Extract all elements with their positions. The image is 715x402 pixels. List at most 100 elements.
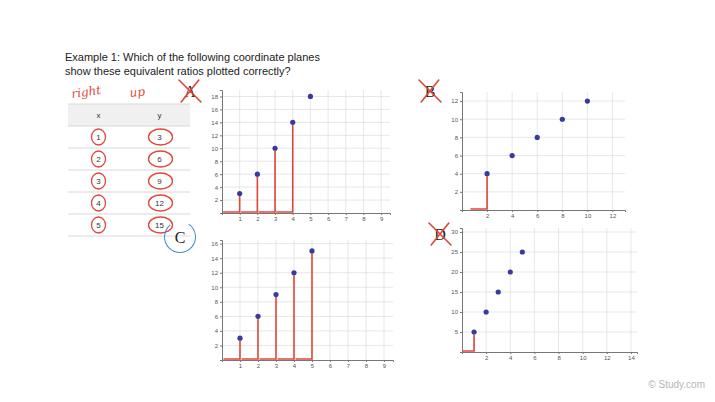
x-tick: 2 [256, 213, 260, 222]
x-tick: 8 [362, 213, 366, 222]
chart: 2468101224681012 [451, 92, 625, 219]
ink-circle [92, 129, 106, 145]
x-tick-label: 9 [380, 216, 384, 222]
x-grid-line [345, 90, 346, 213]
chart-title: C [175, 229, 186, 246]
point [508, 269, 513, 274]
y-tick: 14 [211, 256, 222, 262]
y-tick-mark [460, 332, 462, 333]
y-tick: 6 [455, 153, 462, 159]
ink-trace [224, 197, 240, 212]
y-tick-label: 2 [215, 197, 219, 203]
x-tick-label: 2 [256, 216, 260, 222]
y-grid-line [462, 292, 637, 293]
x-tick-label: 4 [293, 363, 297, 369]
y-tick: 16 [211, 107, 222, 113]
y-grid-line [222, 109, 390, 110]
x-tick-mark [384, 360, 385, 362]
x-axis: 123456789 [223, 213, 391, 222]
y-grid-line [222, 148, 390, 149]
x-tick-label: 12 [604, 355, 611, 361]
plot-area [471, 98, 590, 209]
y-grid-line [222, 122, 390, 123]
x-tick-mark [310, 213, 311, 215]
ink-circle [149, 173, 173, 189]
point [237, 191, 242, 196]
point [496, 289, 501, 294]
y-tick-mark [220, 287, 222, 288]
chart: 12345678924681012141618 [211, 90, 390, 222]
y-grid-line [222, 330, 393, 331]
point [309, 248, 314, 253]
x-grid-line [562, 92, 563, 210]
x-tick-mark [534, 352, 535, 354]
table-cell: 15 [155, 221, 164, 230]
x-tick-mark [381, 213, 382, 215]
x-tick-mark [583, 352, 584, 354]
handwriting: right [70, 83, 102, 101]
ink-trace [462, 335, 474, 351]
ink-circle [149, 151, 173, 167]
x-tick-mark [348, 360, 349, 362]
y-grid-line [222, 135, 390, 136]
x-tick-mark [562, 210, 563, 212]
y-tick-mark [460, 119, 462, 120]
point [255, 172, 260, 177]
x-tick-label: 1 [239, 363, 243, 369]
x-tick-mark [487, 210, 488, 212]
y-grid-line [222, 243, 393, 244]
x-tick-mark [607, 352, 608, 354]
x-tick-mark [312, 360, 313, 362]
y-tick-label: 10 [211, 146, 218, 152]
point [484, 171, 489, 176]
x-tick-label: 2 [257, 363, 261, 369]
y-tick: 15 [451, 289, 462, 295]
x-tick-label: 7 [345, 216, 349, 222]
y-tick-label: 12 [211, 270, 218, 276]
table-cell: 6 [157, 155, 162, 164]
y-tick: 2 [215, 197, 222, 203]
ink-trace [296, 254, 312, 359]
x-tick-label: 4 [511, 213, 515, 219]
ink-trace [259, 151, 275, 212]
y-tick-label: 14 [211, 120, 218, 126]
chart: 246810121451015202530 [451, 228, 637, 361]
x-grid-line [486, 228, 487, 352]
x-tick: 6 [536, 210, 540, 219]
x-tick: 14 [628, 352, 635, 361]
y-tick-label: 14 [211, 256, 218, 262]
grid [462, 228, 637, 352]
x-tick-label: 5 [309, 216, 313, 222]
x-tick-mark [240, 213, 241, 215]
y-grid-line [222, 96, 390, 97]
x-grid-line [606, 228, 607, 352]
y-tick-mark [460, 174, 462, 175]
point [560, 117, 565, 122]
y-tick-label: 12 [211, 133, 218, 139]
y-tick-label: 12 [451, 98, 458, 104]
y-tick: 4 [215, 328, 222, 334]
y-grid-line [222, 174, 390, 175]
y-tick: 8 [455, 135, 462, 141]
x-tick-label: 8 [561, 213, 565, 219]
table-rule [68, 192, 190, 193]
y-tick: 16 [211, 241, 222, 247]
x-tick: 6 [327, 213, 331, 222]
question-line: Example 1: Which of the following coordi… [65, 51, 320, 63]
ink-circle [92, 151, 106, 167]
x-tick: 6 [533, 352, 537, 361]
y-tick-mark [220, 316, 222, 317]
x-tick-label: 10 [580, 355, 587, 361]
x-tick: 1 [239, 360, 243, 369]
table-rule [68, 214, 190, 215]
point [520, 249, 525, 254]
x-tick: 8 [557, 352, 561, 361]
table-cell: 9 [157, 177, 162, 186]
x-tick: 9 [380, 213, 384, 222]
x-tick: 4 [511, 210, 515, 219]
grid [222, 240, 393, 360]
y-grid-line [222, 345, 393, 346]
table-rule [68, 148, 190, 149]
y-tick-label: 10 [451, 309, 458, 315]
x-tick-label: 3 [275, 363, 279, 369]
